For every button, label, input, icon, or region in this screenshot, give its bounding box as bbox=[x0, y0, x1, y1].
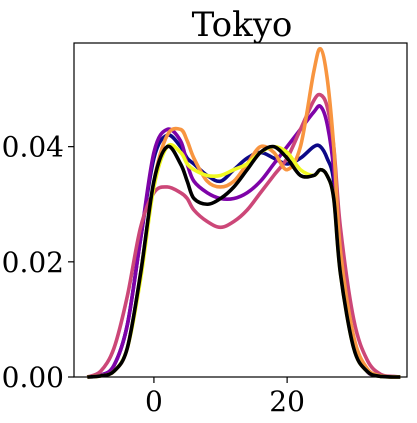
series-layer bbox=[86, 46, 401, 379]
y-tick-label: 0.04 bbox=[2, 131, 64, 164]
density-line-6 bbox=[87, 144, 401, 379]
y-tick-label: 0.02 bbox=[2, 246, 64, 279]
x-tick-label: 20 bbox=[269, 385, 305, 418]
plot-frame bbox=[73, 42, 408, 378]
chart-title: Tokyo bbox=[192, 5, 293, 45]
x-tick-label: 0 bbox=[145, 385, 163, 418]
y-tick-label: 0.00 bbox=[2, 361, 64, 394]
density-line-3 bbox=[86, 92, 401, 379]
axis-layer: 0.00 0.02 0.04 0 20 bbox=[2, 131, 305, 418]
